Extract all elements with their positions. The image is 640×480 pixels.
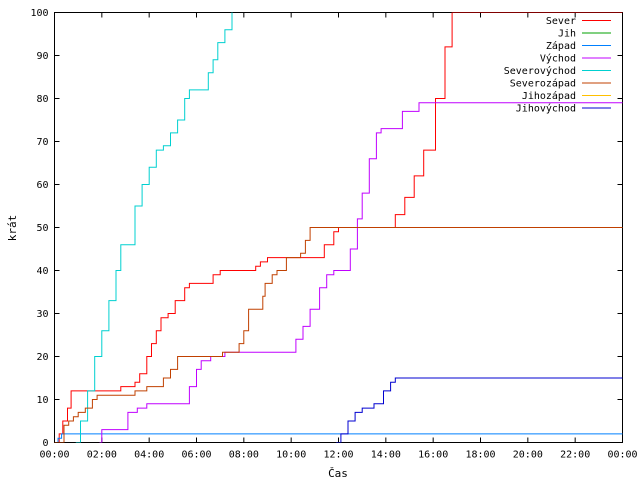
y-tick-label: 20 <box>36 352 48 363</box>
y-tick-label: 70 <box>36 137 48 148</box>
legend-label-vychod: Východ <box>540 53 576 65</box>
legend: Sever JihZápadVýchodSeverovýchodSeverozáp… <box>504 16 611 115</box>
x-tick-label: 10:00 <box>276 450 306 461</box>
x-tick-label: 14:00 <box>371 450 401 461</box>
y-tick-label: 40 <box>36 266 48 277</box>
x-tick-label: 20:00 <box>513 450 543 461</box>
x-tick-label: 16:00 <box>418 450 448 461</box>
y-tick-label: 60 <box>36 180 48 191</box>
series-line-jihovychod <box>336 377 623 443</box>
y-tick-label: 100 <box>30 8 48 19</box>
x-tick-label: 00:00 <box>39 450 69 461</box>
series-line-sever <box>54 12 623 443</box>
x-tick-label: 02:00 <box>87 450 117 461</box>
y-tick-label: 80 <box>36 94 48 105</box>
x-tick-label: 00:00 <box>607 450 637 461</box>
y-axis-ticks: 0 10 20 30 40 50 60 70 80 90 100 <box>30 8 623 449</box>
y-axis-title: krát <box>6 215 19 242</box>
y-tick-label: 0 <box>42 438 48 449</box>
x-tick-label: 06:00 <box>181 450 211 461</box>
x-tick-label: 22:00 <box>560 450 590 461</box>
series-line-vychod <box>99 102 623 443</box>
series-line-severovychod <box>75 12 233 443</box>
legend-label-severozapad: Severozápad <box>510 78 576 90</box>
y-tick-label: 90 <box>36 51 48 62</box>
legend-label-jihovychod: Jihovýchod <box>516 103 576 115</box>
y-tick-label: 10 <box>36 395 48 406</box>
series-line-severozapad <box>54 227 623 443</box>
x-tick-label: 12:00 <box>323 450 353 461</box>
x-tick-label: 04:00 <box>134 450 164 461</box>
series-layer <box>54 12 623 443</box>
x-tick-label: 18:00 <box>465 450 495 461</box>
legend-label-severovychod: Severovýchod <box>504 65 576 77</box>
x-axis-title: Čas <box>328 467 348 480</box>
legend-label-sever: Sever <box>546 16 576 27</box>
legend-label-jihozapad: Jihozápad <box>522 90 576 102</box>
series-line-zapad <box>54 433 623 443</box>
legend-label-zapad: Západ <box>546 40 576 52</box>
y-tick-label: 50 <box>36 223 48 234</box>
x-tick-label: 08:00 <box>229 450 259 461</box>
legend-label-jih: Jih <box>558 29 576 40</box>
y-tick-label: 30 <box>36 309 48 320</box>
x-axis-ticks: 00:00 02:00 04:00 06:00 08:00 10:00 12:00 14:00… <box>39 12 638 461</box>
